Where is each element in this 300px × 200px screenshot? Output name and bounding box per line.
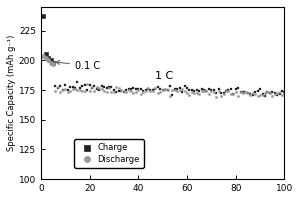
Text: 1 C: 1 C bbox=[155, 71, 174, 81]
Y-axis label: Specific Capacity (mAh g⁻¹): Specific Capacity (mAh g⁻¹) bbox=[7, 35, 16, 151]
Legend: Charge, Discharge: Charge, Discharge bbox=[74, 139, 144, 168]
Text: 0.1 C: 0.1 C bbox=[56, 61, 100, 71]
